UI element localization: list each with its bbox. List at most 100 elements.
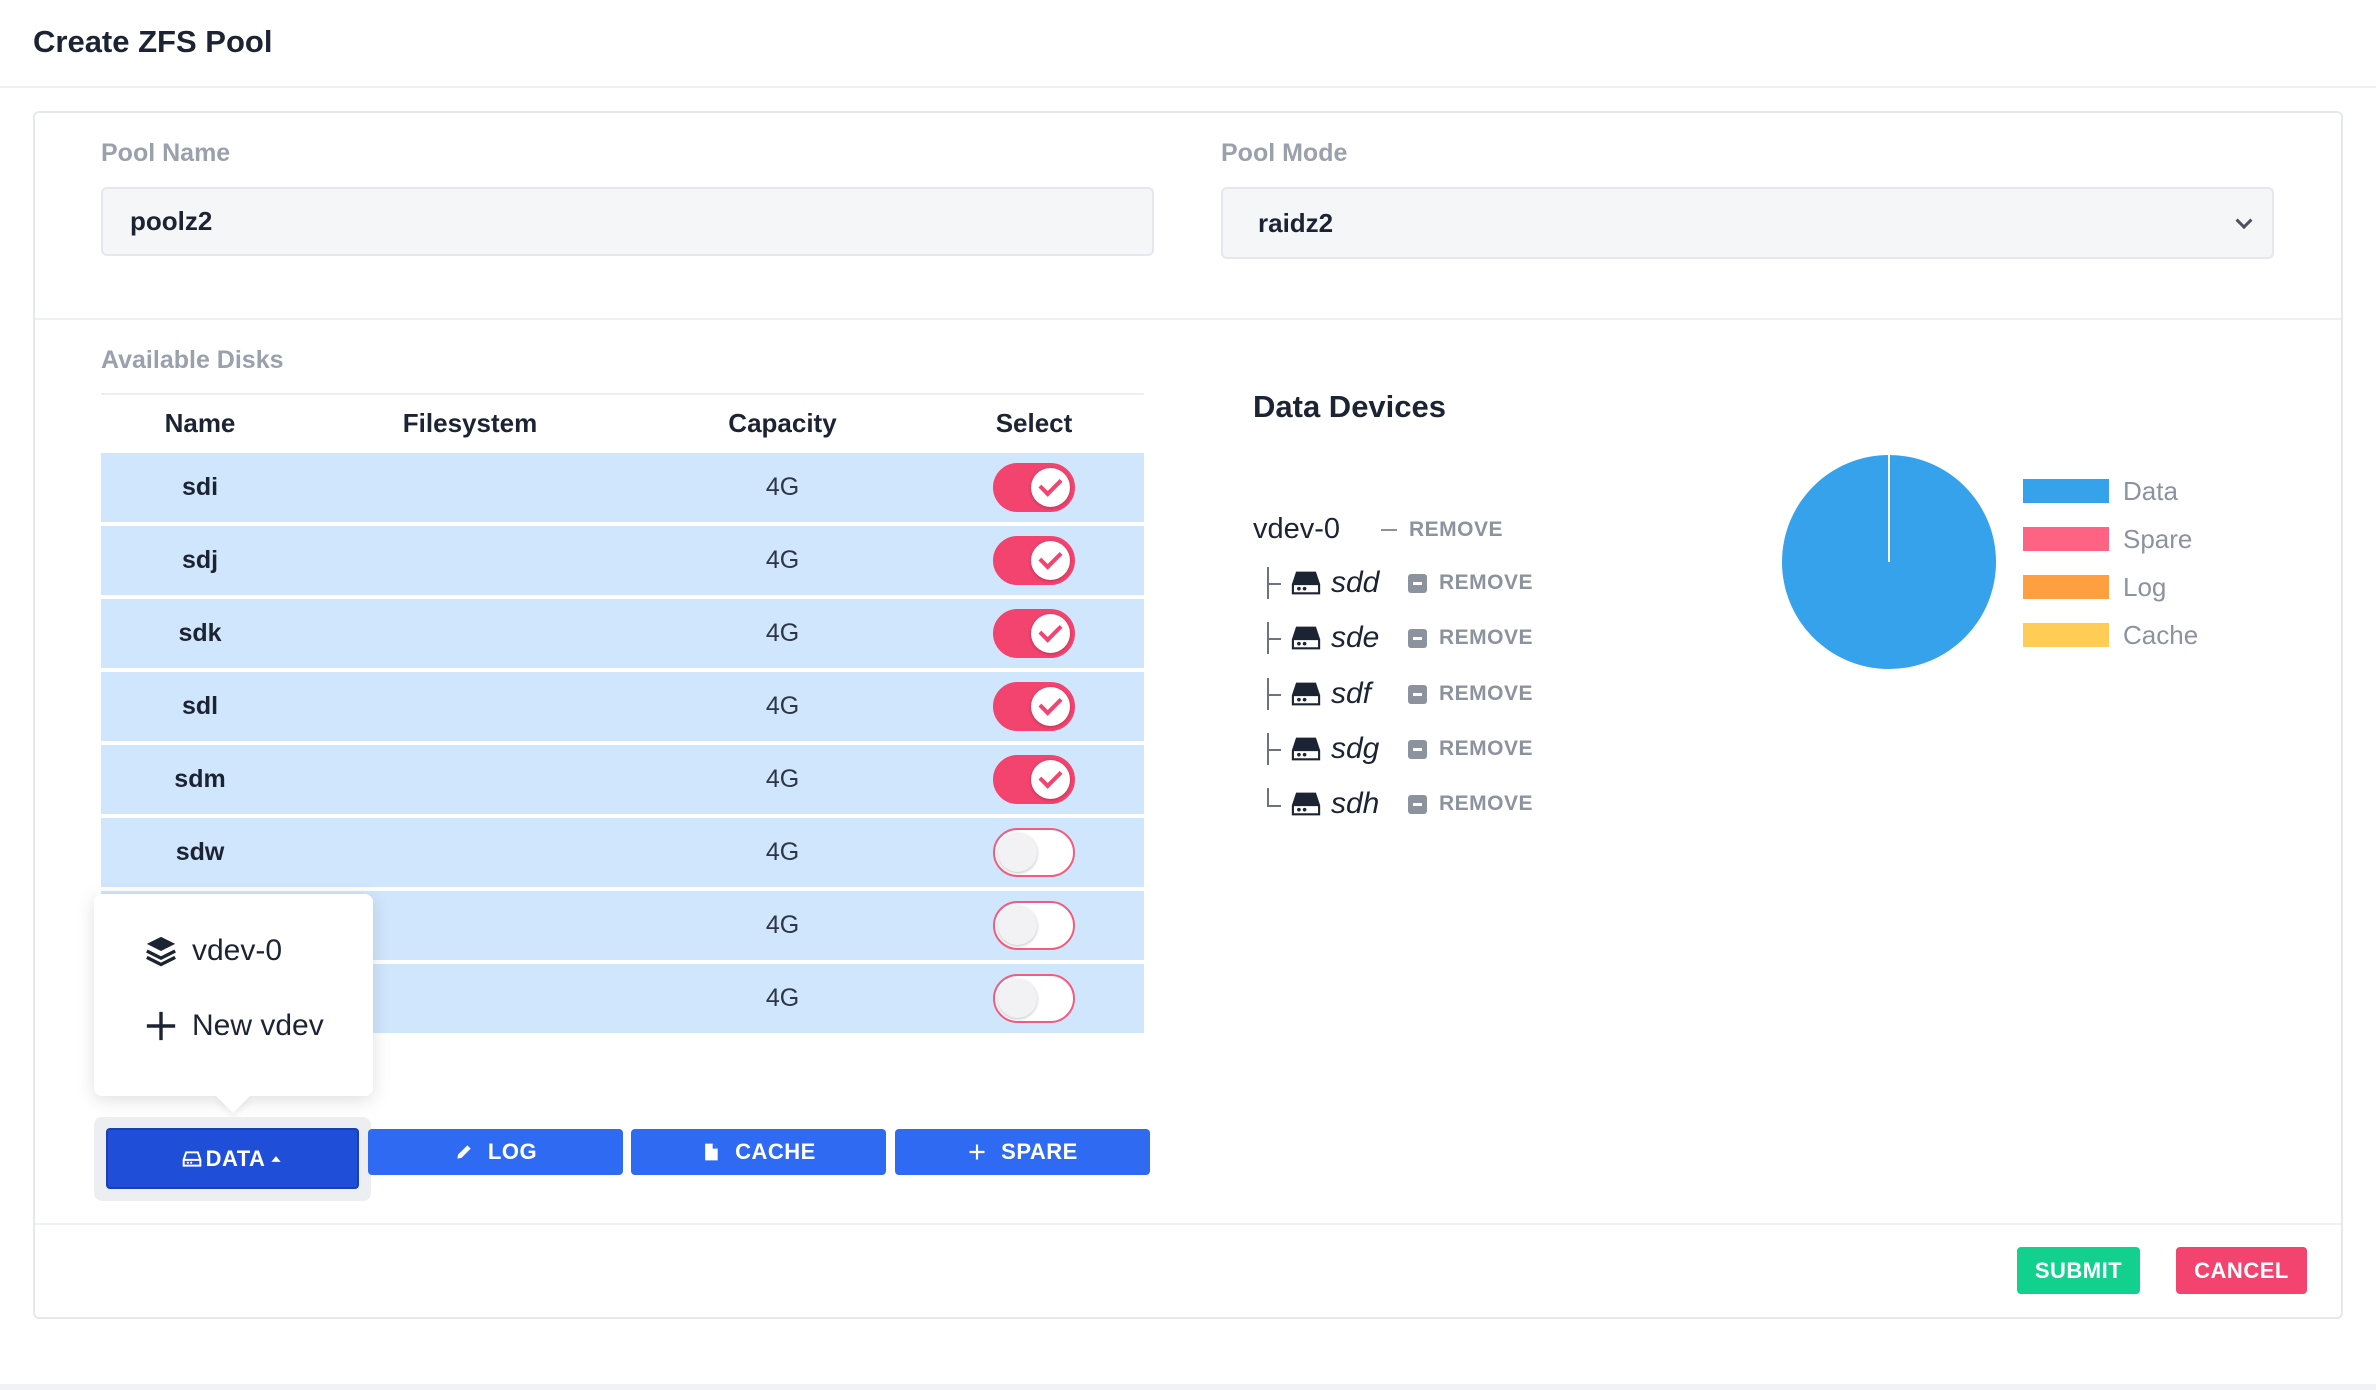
minus-square-icon xyxy=(1408,573,1427,593)
tree-connector xyxy=(1263,672,1289,716)
disk-remove-button[interactable]: REMOVE xyxy=(1408,571,1533,595)
pool-mode-value: raidz2 xyxy=(1258,207,1334,238)
minus-square-icon xyxy=(1408,794,1427,814)
legend-item-log[interactable]: Log xyxy=(2023,563,2198,611)
disk-filesystem-cell xyxy=(299,526,641,595)
disk-remove-button[interactable]: REMOVE xyxy=(1408,682,1533,706)
available-disks-label: Available Disks xyxy=(101,346,284,374)
table-row: sdw 4G xyxy=(101,818,1144,887)
column-header-name: Name xyxy=(164,407,236,438)
disk-select-cell xyxy=(924,818,1144,887)
disk-select-toggle[interactable] xyxy=(993,609,1075,658)
hdd-icon xyxy=(1291,571,1321,595)
log-button[interactable]: LOG xyxy=(368,1129,623,1175)
footer-divider xyxy=(35,1223,2341,1225)
plus-icon xyxy=(969,1144,985,1160)
disk-remove-label: REMOVE xyxy=(1439,682,1534,705)
data-button[interactable]: DATA xyxy=(106,1128,359,1189)
legend-swatch xyxy=(2023,575,2109,599)
disk-filesystem-cell xyxy=(299,599,641,668)
disk-remove-label: REMOVE xyxy=(1439,737,1534,760)
legend-item-spare[interactable]: Spare xyxy=(2023,515,2198,563)
tree-connector xyxy=(1263,561,1289,605)
spare-button[interactable]: SPARE xyxy=(895,1129,1150,1175)
pencil-icon xyxy=(457,1145,471,1159)
table-row: sdi 4G xyxy=(101,453,1144,522)
pool-mode-label: Pool Mode xyxy=(1221,139,1348,167)
disk-select-toggle[interactable] xyxy=(993,536,1075,585)
legend-item-cache[interactable]: Cache xyxy=(2023,611,2198,659)
disk-name-cell: sdj xyxy=(101,526,299,595)
submit-button[interactable]: SUBMIT xyxy=(2017,1247,2140,1294)
cancel-button[interactable]: CANCEL xyxy=(2176,1247,2307,1294)
minus-square-icon xyxy=(1408,684,1427,704)
minus-square-icon xyxy=(1408,739,1427,759)
cache-button[interactable]: CACHE xyxy=(631,1129,886,1175)
vdev-disk-name: sdf xyxy=(1331,677,1372,710)
popover-item-new-vdev[interactable]: New vdev xyxy=(144,1009,324,1043)
data-button-label: DATA xyxy=(205,1145,266,1171)
disk-select-cell xyxy=(924,745,1144,814)
disk-remove-label: REMOVE xyxy=(1439,571,1534,594)
disk-select-cell xyxy=(924,526,1144,595)
disk-select-cell xyxy=(924,599,1144,668)
legend-swatch xyxy=(2023,479,2109,503)
vdev-remove-button[interactable]: REMOVE xyxy=(1381,518,1503,542)
minus-square-icon xyxy=(1408,628,1427,648)
disk-select-toggle[interactable] xyxy=(993,463,1075,512)
disk-capacity-cell: 4G xyxy=(641,599,924,668)
popover-item-vdev-0[interactable]: vdev-0 xyxy=(144,934,282,968)
disk-filesystem-cell xyxy=(299,453,641,522)
disk-select-toggle[interactable] xyxy=(993,974,1075,1023)
vdev-disk-name: sdg xyxy=(1331,732,1380,765)
legend-item-data[interactable]: Data xyxy=(2023,467,2198,515)
vdev-disk-row: sde REMOVE xyxy=(1263,616,1533,660)
disk-select-cell xyxy=(924,891,1144,960)
hdd-icon xyxy=(1291,737,1321,761)
column-header-filesystem: Filesystem xyxy=(402,407,538,438)
file-icon xyxy=(705,1143,718,1161)
check-icon xyxy=(1031,760,1070,799)
vdev-disk-row: sdf REMOVE xyxy=(1263,672,1533,716)
table-header-row: Name Filesystem Capacity Select xyxy=(101,397,1144,449)
disk-name-cell: sdm xyxy=(101,745,299,814)
toggle-knob xyxy=(998,906,1037,945)
table-row: sdl 4G xyxy=(101,672,1144,741)
dash-icon xyxy=(1381,528,1397,531)
disk-select-toggle[interactable] xyxy=(993,755,1075,804)
popover-vdev-label: vdev-0 xyxy=(192,934,283,967)
hdd-icon xyxy=(1291,626,1321,650)
check-icon xyxy=(1031,541,1070,580)
spare-button-label: SPARE xyxy=(1001,1139,1078,1164)
disk-select-cell xyxy=(924,453,1144,522)
cache-button-label: CACHE xyxy=(735,1139,816,1164)
log-button-label: LOG xyxy=(487,1139,538,1164)
device-pie-chart xyxy=(1782,455,1996,669)
pool-mode-select[interactable]: raidz2 xyxy=(1221,187,2274,259)
disk-select-cell xyxy=(924,964,1144,1033)
table-row: sdj 4G xyxy=(101,526,1144,595)
disk-select-toggle[interactable] xyxy=(993,682,1075,731)
vdev-disk-row: sdh REMOVE xyxy=(1263,782,1533,826)
disk-capacity-cell: 4G xyxy=(641,891,924,960)
legend-label: Cache xyxy=(2123,619,2199,650)
table-row: sdm 4G xyxy=(101,745,1144,814)
vdev-remove-label: REMOVE xyxy=(1409,517,1504,541)
vdev-row: vdev-0 REMOVE xyxy=(1253,513,1503,546)
legend-swatch xyxy=(2023,623,2109,647)
tree-connector xyxy=(1263,616,1289,660)
pool-name-input[interactable]: poolz2 xyxy=(101,187,1154,256)
disk-select-toggle[interactable] xyxy=(993,828,1075,877)
chart-legend: Data Spare Log Cache xyxy=(2023,467,2198,659)
disk-remove-button[interactable]: REMOVE xyxy=(1408,626,1533,650)
check-icon xyxy=(1031,468,1070,507)
available-disks-table: Name Filesystem Capacity Select sdi 4G sdj… xyxy=(101,393,1144,1037)
disk-select-toggle[interactable] xyxy=(993,901,1075,950)
legend-swatch xyxy=(2023,527,2109,551)
tree-connector xyxy=(1263,782,1289,826)
disk-remove-button[interactable]: REMOVE xyxy=(1408,737,1533,761)
disk-remove-button[interactable]: REMOVE xyxy=(1408,792,1533,816)
tree-connector xyxy=(1263,727,1289,771)
disk-select-cell xyxy=(924,672,1144,741)
check-icon xyxy=(1031,687,1070,726)
